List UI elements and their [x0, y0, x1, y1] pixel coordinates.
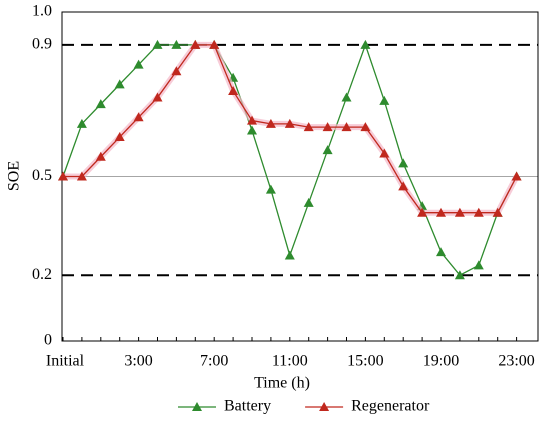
- marker: [473, 260, 484, 270]
- y-axis-label: SOE: [6, 161, 23, 191]
- marker: [58, 171, 68, 181]
- y-tick-label: 1.0: [32, 3, 52, 20]
- legend-label: Regenerator: [351, 398, 430, 415]
- marker: [379, 148, 390, 158]
- marker: [76, 171, 87, 181]
- marker: [379, 95, 390, 105]
- marker: [284, 118, 295, 128]
- x-tick-label: 19:00: [423, 353, 459, 370]
- legend-marker: [192, 402, 202, 411]
- y-tick-label: 0.9: [32, 36, 52, 53]
- marker: [284, 250, 295, 260]
- marker: [360, 122, 371, 132]
- x-tick-label: Initial: [46, 353, 85, 370]
- series-halo: [63, 41, 520, 216]
- y-tick-label: 0.2: [32, 266, 52, 283]
- y-tick-label: 0: [44, 332, 52, 349]
- marker: [247, 125, 257, 135]
- marker: [322, 122, 333, 132]
- marker: [341, 92, 352, 102]
- marker: [454, 207, 465, 217]
- marker: [133, 59, 144, 69]
- x-tick-label: 15:00: [347, 353, 383, 370]
- marker: [171, 39, 182, 49]
- marker: [95, 151, 106, 161]
- marker: [76, 118, 87, 128]
- marker: [436, 247, 446, 257]
- marker: [133, 112, 144, 122]
- marker: [436, 207, 446, 217]
- marker: [228, 85, 239, 95]
- series-line: [62, 42, 518, 277]
- x-tick-label: 11:00: [272, 353, 308, 370]
- marker: [398, 158, 409, 168]
- marker: [322, 145, 333, 155]
- legend-marker: [319, 402, 330, 411]
- legend-label: Battery: [224, 398, 271, 415]
- marker: [473, 207, 484, 217]
- marker: [398, 181, 409, 191]
- marker: [190, 39, 201, 49]
- marker: [95, 99, 106, 109]
- marker: [114, 132, 125, 142]
- marker: [152, 39, 163, 49]
- marker: [209, 39, 220, 49]
- marker: [417, 207, 428, 217]
- marker: [492, 207, 503, 217]
- marker: [152, 92, 163, 102]
- marker: [265, 184, 276, 194]
- x-tick-label: 23:00: [498, 353, 534, 370]
- x-axis-label: Time (h): [254, 375, 310, 392]
- marker: [303, 197, 314, 207]
- x-tick-label: 7:00: [200, 353, 228, 370]
- marker: [341, 122, 352, 132]
- marker: [454, 270, 465, 280]
- x-tick-label: 3:00: [124, 353, 152, 370]
- marker: [171, 66, 182, 76]
- marker: [511, 171, 522, 181]
- y-tick-label: 0.5: [32, 167, 52, 184]
- marker: [114, 79, 125, 89]
- marker: [360, 39, 371, 49]
- marker: [265, 118, 276, 128]
- marker: [303, 122, 314, 132]
- marker: [247, 115, 257, 125]
